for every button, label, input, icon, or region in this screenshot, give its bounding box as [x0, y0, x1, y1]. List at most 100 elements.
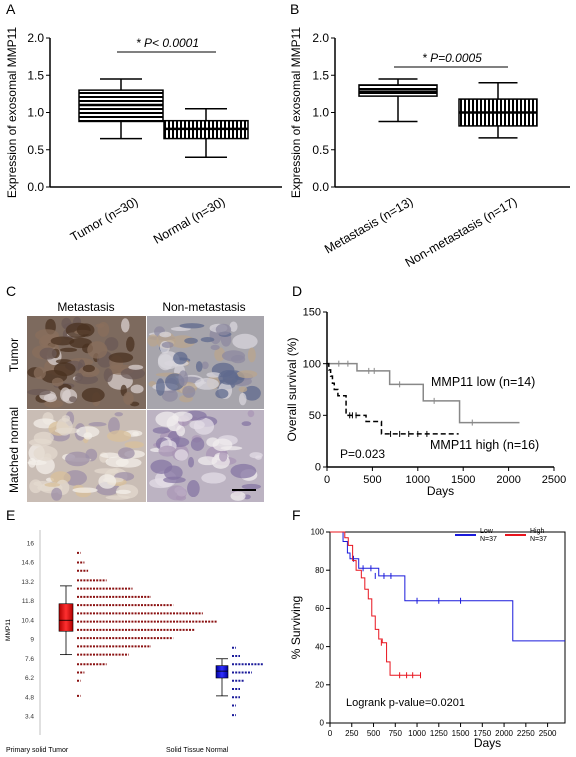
panel-d-xlabel: Days	[427, 484, 454, 498]
panel-f-xtick-label: 2250	[517, 729, 535, 738]
histology-texture-2	[98, 474, 117, 489]
histology-texture-1	[184, 337, 198, 344]
histology-texture-0	[43, 393, 57, 403]
histology-texture-2	[56, 418, 73, 436]
panel-d-ytick-label: 150	[303, 307, 321, 319]
histology-texture-0	[53, 362, 76, 377]
histology-texture-3	[155, 411, 179, 427]
panel-d-xtick-label: 500	[363, 474, 381, 486]
panel-letter-a: A	[6, 1, 16, 17]
panel-b-sig-annotation: * P=0.0005	[422, 51, 482, 65]
panel-a-ytick-label: 0.5	[27, 143, 44, 157]
histology-texture-2	[76, 426, 100, 438]
panel-f-ytick-label: 20	[315, 680, 324, 689]
panel-f-frame	[329, 531, 566, 724]
histology-texture-2	[115, 457, 142, 468]
panel-f-xtick-label: 500	[367, 729, 381, 738]
histology-texture-0	[120, 367, 146, 380]
panel-e-ylabel: MMP11	[5, 619, 12, 641]
histology-texture-1	[179, 323, 205, 329]
panel-f-legend-low-label: Low	[480, 528, 494, 535]
panel-e-ytick-label: 7.6	[25, 656, 34, 663]
histology-texture-3	[241, 483, 262, 490]
histology-texture-1	[210, 344, 220, 351]
panel-b-ytick-label: 2.0	[312, 31, 329, 45]
histology-texture-2	[114, 412, 123, 417]
histology-texture-0	[87, 341, 108, 359]
panel-f-ylabel: % Surviving	[289, 596, 303, 659]
histology-texture-3	[206, 437, 220, 447]
panel-f-legend-high-label: High	[530, 528, 545, 535]
panel-a-ytick-label: 2.0	[27, 31, 44, 45]
histology-texture-3	[187, 480, 200, 498]
histology-texture-1	[236, 370, 258, 379]
histology-texture-3	[230, 463, 257, 479]
panel-d-legend-low: MMP11 low (n=14)	[431, 375, 535, 389]
panel-d-pvalue: P=0.023	[340, 447, 385, 461]
panel-e-ytick-label: 13.2	[21, 579, 34, 586]
panel-f-xlabel: Days	[474, 736, 501, 750]
panel-letter-b: B	[290, 1, 299, 17]
histology-texture-2	[61, 415, 71, 422]
histology-texture-0	[103, 368, 113, 383]
histology-texture-0	[39, 347, 57, 360]
histology-texture-3	[219, 450, 228, 462]
panel-letter-f: F	[292, 507, 301, 523]
panel-e-ytick-label: 9	[30, 637, 34, 644]
panel-letter-d: D	[292, 283, 302, 299]
histology-texture-1	[178, 370, 189, 387]
histology-texture-2	[44, 482, 61, 487]
histology-texture-2	[117, 447, 135, 460]
panel-e-ytick-label: 10.4	[21, 617, 34, 624]
panel-d-ylabel: Overall survival (%)	[285, 337, 299, 441]
histology-texture-1	[218, 370, 239, 385]
histology-texture-2	[72, 487, 98, 493]
panel-d-xtick-label: 2000	[496, 474, 520, 486]
panel-b-ytick-label: 1.0	[312, 106, 329, 120]
panel-a-ylabel: Expression of exosomal MMP11	[5, 27, 19, 199]
histology-texture-3	[166, 485, 187, 501]
histology-texture-1	[200, 336, 215, 343]
panel-f-survival: 0 250 500 750 1000 1250 1500 1750 2000 2250 2500 0 2…	[289, 528, 566, 750]
histology-texture-2	[33, 445, 58, 461]
histology-texture-0	[126, 336, 135, 352]
panel-d-ytick-label: 100	[303, 358, 321, 370]
panel-b-category-label: Non-metastasis (n=17)	[403, 194, 520, 270]
histology-texture-2	[51, 487, 63, 501]
panel-b-boxplot: 0.0 0.5 1.0 1.5 2.0 Expression of exosomal MM…	[289, 27, 570, 270]
histology-texture-3	[176, 425, 186, 437]
histology-texture-2	[65, 451, 90, 467]
panel-d-xtick-label: 0	[324, 474, 330, 486]
histology-texture-1	[206, 372, 221, 378]
panel-a-boxplot: 0.0 0.5 1.0 1.5 2.0 Expression of exosomal MM…	[5, 27, 282, 247]
histology-texture-1	[229, 321, 238, 332]
histology-texture-0	[108, 352, 134, 363]
histology-texture-2	[115, 489, 131, 495]
panel-e-ytick-label: 16	[27, 540, 35, 547]
panel-d-xtick-label: 1000	[406, 474, 430, 486]
panel-e-ytick-label: 6.2	[25, 675, 34, 682]
panel-e-ytick-label: 3.4	[25, 714, 34, 721]
histology-texture-1	[195, 361, 203, 373]
histology-texture-0	[82, 364, 95, 373]
histology-texture-0	[123, 392, 134, 405]
histology-texture-1	[159, 331, 172, 338]
histology-texture-2	[107, 430, 132, 442]
panel-f-xtick-label: 2000	[495, 729, 513, 738]
panel-d-legend-high: MMP11 high (n=16)	[430, 438, 539, 452]
histology-texture-0	[81, 387, 105, 403]
histology-texture-0	[59, 347, 78, 353]
panel-f-legend-low-n: N=37	[480, 536, 497, 543]
histology-texture-1	[155, 378, 165, 396]
panel-a-category-label: Normal (n=30)	[151, 194, 227, 246]
panel-f-pvalue: Logrank p-value=0.0201	[346, 697, 465, 709]
histology-texture-2	[63, 470, 87, 486]
histology-texture-0	[121, 318, 130, 333]
panel-c-row-label-tumor: Tumor	[7, 338, 21, 372]
panel-e-distribution: 3.4 4.8 6.2 7.6 9 10.4 11.8 13.2 14.6 16 MMP11 Prim…	[5, 530, 264, 754]
panel-f-ytick-label: 60	[315, 604, 324, 613]
histology-texture-2	[88, 422, 107, 427]
histology-texture-3	[241, 421, 252, 427]
panel-f-xtick-label: 1750	[473, 729, 491, 738]
histology-texture-1	[215, 323, 232, 336]
